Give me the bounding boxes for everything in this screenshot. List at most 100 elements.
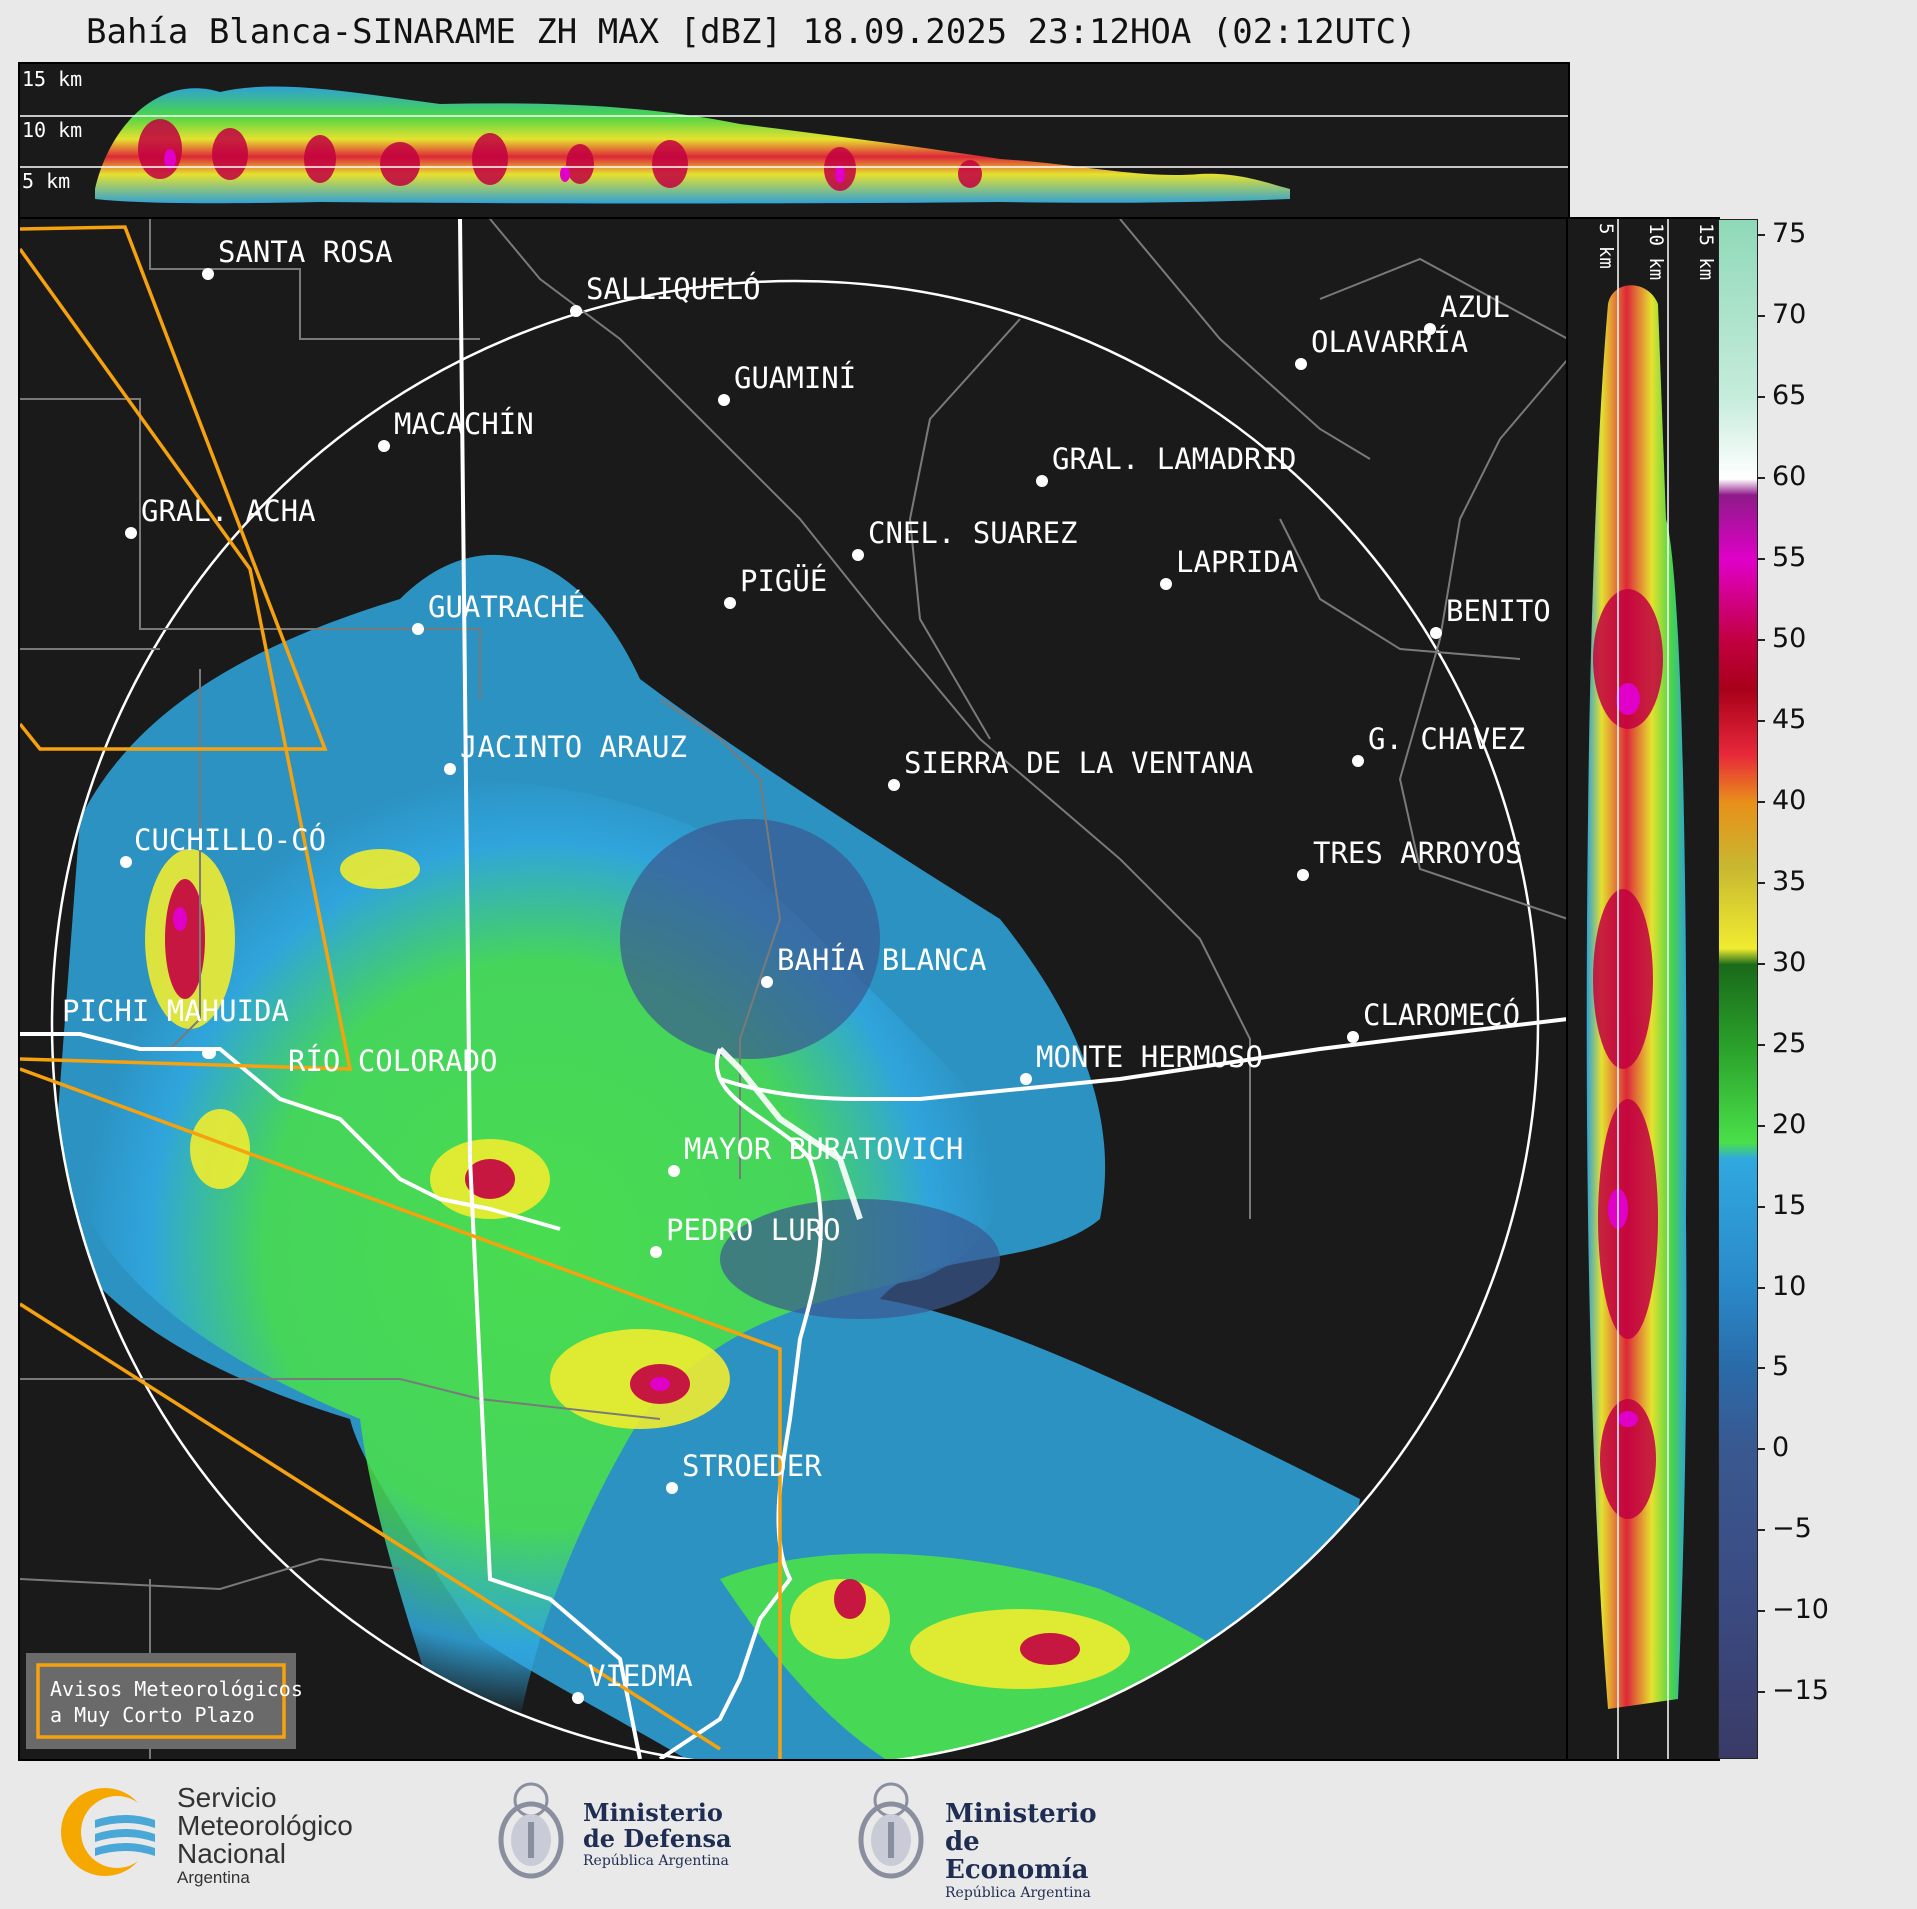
economia-line2: de Economía xyxy=(945,1827,1089,1885)
warning-polygons xyxy=(20,225,782,1759)
colorbar-tick-label: 0 xyxy=(1772,1432,1790,1464)
smn-line2: Meteorológico xyxy=(177,1810,353,1841)
colorbar-tick-mark xyxy=(1757,396,1765,399)
side-height-label-15: 15 km xyxy=(1695,223,1717,280)
city-pigue: PIGÜÉ xyxy=(740,564,827,598)
smn-line4: Argentina xyxy=(177,1868,250,1887)
colorbar-tick-mark xyxy=(1757,1610,1765,1613)
city-rio-colorado: RÍO COLORADO xyxy=(288,1044,498,1078)
city-olavarria: OLAVARRÍA xyxy=(1311,325,1468,359)
colorbar-tick-mark xyxy=(1757,881,1765,884)
city-pedro-luro: PEDRO LURO xyxy=(666,1213,841,1247)
city-g-chavez: G. CHAVEZ xyxy=(1368,722,1525,756)
echo-field xyxy=(52,554,1360,1759)
province-boundary xyxy=(458,219,642,1759)
side-cross-section-panel: 5 km 10 km 15 km xyxy=(1566,217,1720,1761)
city-pichi-mahuida: PICHI MAHUIDA xyxy=(62,994,289,1028)
warning-box-line1: Avisos Meteorológicos xyxy=(50,1677,303,1701)
side-cross-section-plot: 5 km 10 km 15 km xyxy=(1586,219,1717,1759)
radar-map: Avisos Meteorológicos a Muy Corto Plazo … xyxy=(20,219,1568,1759)
warning-box-line2: a Muy Corto Plazo xyxy=(50,1703,255,1727)
colorbar-tick-label: −10 xyxy=(1772,1594,1829,1626)
colorbar-tick-mark xyxy=(1757,1124,1765,1127)
colorbar-tick-mark xyxy=(1757,638,1765,641)
city-bahia-blanca: BAHÍA BLANCA xyxy=(777,943,987,977)
city-guamini: GUAMINÍ xyxy=(734,361,856,395)
colorbar-tick-label: 60 xyxy=(1772,461,1807,493)
coat-of-arms-icon xyxy=(498,1782,564,1879)
city-claromeco: CLAROMECÓ xyxy=(1363,998,1520,1032)
colorbar-tick-mark xyxy=(1757,1205,1765,1208)
colorbar-tick-label: 55 xyxy=(1772,541,1807,573)
colorbar-tick-label: −5 xyxy=(1772,1513,1812,1545)
colorbar-tick-mark xyxy=(1757,1043,1765,1046)
city-viedma: VIEDMA xyxy=(588,1659,693,1693)
radar-map-panel: Avisos Meteorológicos a Muy Corto Plazo … xyxy=(18,217,1570,1761)
coat-of-arms-icon xyxy=(858,1782,924,1879)
city-santa-rosa: SANTA ROSA xyxy=(218,235,393,269)
colorbar-tick-mark xyxy=(1757,557,1765,560)
side-height-label-5: 5 km xyxy=(1595,223,1617,269)
city-sierra-de-la-ventana: SIERRA DE LA VENTANA xyxy=(904,746,1253,780)
colorbar-tick-label: 20 xyxy=(1772,1108,1807,1140)
page-title: Bahía Blanca-SINARAME ZH MAX [dBZ] 18.09… xyxy=(86,12,1417,52)
city-macachin: MACACHÍN xyxy=(394,407,534,441)
colorbar-tick-mark xyxy=(1757,315,1765,318)
economia-line1: Ministerio xyxy=(945,1799,1097,1829)
colorbar-tick-label: 75 xyxy=(1772,218,1807,250)
colorbar-tick-mark xyxy=(1757,719,1765,722)
colorbar-tick-label: 40 xyxy=(1772,784,1807,816)
colorbar-tick-label: 5 xyxy=(1772,1351,1790,1383)
defensa-line1: Ministerio xyxy=(583,1798,723,1827)
top-height-label-15: 15 km xyxy=(22,67,82,91)
colorbar-tick-label: 65 xyxy=(1772,380,1807,412)
dbz-colorbar xyxy=(1718,219,1758,1759)
colorbar-tick-label: 45 xyxy=(1772,703,1807,735)
economia-line3: República Argentina xyxy=(945,1885,1091,1901)
city-gral-lamadrid: GRAL. LAMADRID xyxy=(1052,442,1296,476)
city-azul: AZUL xyxy=(1440,290,1510,324)
smn-emblem-icon xyxy=(61,1788,155,1876)
economia-logo: Ministerio de Economía República Argenti… xyxy=(855,1772,1125,1901)
city-guatrache: GUATRACHÉ xyxy=(428,590,585,624)
city-laprida: LAPRIDA xyxy=(1176,545,1298,579)
department-boundaries xyxy=(20,219,1568,1759)
colorbar-tick-mark xyxy=(1757,962,1765,965)
colorbar-tick-label: 50 xyxy=(1772,622,1807,654)
city-mayor-buratovich: MAYOR BURATOVICH xyxy=(684,1132,963,1166)
top-cross-section-plot: 15 km 10 km 5 km xyxy=(20,67,1568,204)
colorbar-tick-mark xyxy=(1757,800,1765,803)
city-gral-acha: GRAL. ACHA xyxy=(141,494,316,528)
city-benito: BENITO xyxy=(1446,594,1551,628)
city-jacinto-arauz: JACINTO ARAUZ xyxy=(460,730,687,764)
city-cuchillo-co: CUCHILLO-CÓ xyxy=(134,823,326,857)
defensa-line2: de Defensa xyxy=(583,1824,732,1853)
defensa-logo: Ministerio de Defensa República Argentin… xyxy=(495,1772,755,1892)
top-height-label-10: 10 km xyxy=(22,118,82,142)
colorbar-tick-label: 15 xyxy=(1772,1189,1807,1221)
colorbar-tick-mark xyxy=(1757,234,1765,237)
colorbar-tick-mark xyxy=(1757,1691,1765,1694)
top-cross-section-panel: 15 km 10 km 5 km xyxy=(18,62,1570,221)
colorbar-tick-mark xyxy=(1757,1529,1765,1532)
smn-line1: Servicio xyxy=(177,1782,277,1813)
colorbar-tick-mark xyxy=(1757,1448,1765,1451)
colorbar-tick-label: 70 xyxy=(1772,299,1807,331)
city-cnel-suarez: CNEL. SUAREZ xyxy=(868,516,1078,550)
city-salliquelo: SALLIQUELÓ xyxy=(586,272,761,306)
side-height-label-10: 10 km xyxy=(1645,223,1667,280)
defensa-line3: República Argentina xyxy=(583,1853,729,1869)
colorbar-tick-label: 35 xyxy=(1772,865,1807,897)
colorbar-tick-mark xyxy=(1757,1367,1765,1370)
colorbar-tick-label: 25 xyxy=(1772,1027,1807,1059)
colorbar-tick-label: 30 xyxy=(1772,946,1807,978)
colorbar-tick-mark xyxy=(1757,1286,1765,1289)
city-stroeder: STROEDER xyxy=(682,1449,822,1483)
colorbar-tick-mark xyxy=(1757,477,1765,480)
smn-line3: Nacional xyxy=(177,1838,286,1869)
city-tres-arroyos: TRES ARROYOS xyxy=(1313,836,1523,870)
city-monte-hermoso: MONTE HERMOSO xyxy=(1036,1040,1263,1074)
colorbar-tick-label: 10 xyxy=(1772,1270,1807,1302)
smn-logo: Servicio Meteorológico Nacional Argentin… xyxy=(55,1782,385,1887)
colorbar-tick-label: −15 xyxy=(1772,1675,1829,1707)
